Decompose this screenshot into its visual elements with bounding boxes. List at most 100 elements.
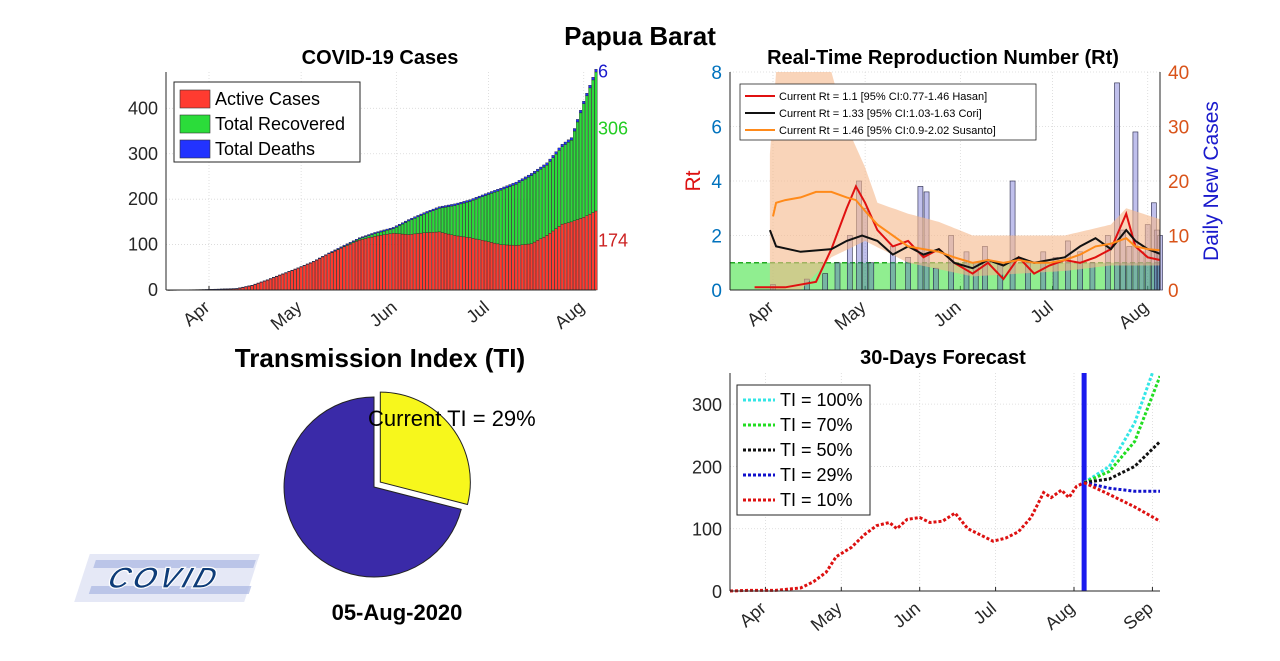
recovered-bar [483,195,487,242]
recovered-bar [517,182,521,246]
deaths-bar [468,199,472,202]
active-cases-bar [591,212,595,291]
recovered-bar [450,205,454,235]
active-cases-bar [284,272,288,291]
recovered-bar [579,112,583,219]
deaths-bar [434,207,438,210]
deaths-bar [588,85,592,89]
deaths-bar [250,284,254,286]
deaths-bar [299,266,303,268]
recovered-bar [530,175,533,244]
deaths-bar [391,227,395,229]
deaths-bar [585,93,589,97]
logo-text: COVID [104,561,225,595]
recovered-bar [554,153,558,229]
recovered-bar [388,229,392,234]
rt-x-tick-label: Jun [930,297,965,331]
deaths-bar [336,248,340,250]
cases-y-tick-label: 200 [128,189,158,209]
deaths-bar [530,173,533,176]
recovered-bar [431,210,435,233]
rt-y2-axis-label: Daily New Cases [1200,101,1223,261]
forecast-legend-label: TI = 50% [780,440,853,460]
forecast-x-tick-label: Jun [889,598,924,632]
active-cases-bar [434,231,438,291]
cases-y-tick-label: 0 [148,280,158,300]
active-cases-bar [394,233,398,291]
active-cases-bar [545,235,549,291]
deaths-bar [232,288,236,290]
rt-series-line-3 [772,190,1161,264]
recovered-bar [382,230,386,235]
deaths-bar [219,288,223,290]
active-cases-bar [428,232,432,291]
deaths-bar [425,211,429,214]
recovered-bar [370,234,374,238]
recovered-bar [385,230,389,235]
cases-legend-label: Total Deaths [215,139,315,159]
active-cases-bar [471,238,475,291]
deaths-bar [275,275,279,277]
active-cases-bar [548,233,552,291]
active-cases-bar [247,285,251,291]
forecast-scenario-line-3 [1083,440,1160,485]
active-cases-bar [573,220,576,291]
deaths-bar [222,288,226,290]
recovered-bar [416,216,420,234]
active-cases-bar [523,244,527,291]
ti-chart-title: Transmission Index (TI) [235,343,525,373]
recovered-bar [502,188,506,245]
active-cases-bar [287,271,291,291]
deaths-bar [327,252,331,254]
active-cases-bar [315,260,318,291]
active-cases-bar [259,282,263,291]
recovered-bar [367,235,371,239]
daily-new-cases-bar [868,262,875,291]
active-cases-bar [404,234,408,291]
page-title: Papua Barat [564,21,716,51]
cases-end-label: 306 [598,119,628,139]
deaths-bar [416,215,420,218]
rt-y2-tick-label: 30 [1168,118,1189,139]
active-cases-bar [437,231,441,291]
deaths-bar [388,228,392,230]
deaths-bar [483,193,487,196]
rt-legend-label: Current Rt = 1.46 [95% CI:0.9-2.02 Susan… [779,125,996,137]
deaths-bar [265,279,269,281]
active-cases-bar [422,232,426,291]
recovered-bar [480,196,484,241]
deaths-bar [382,229,386,232]
rt-chart-title: Real-Time Reproduction Number (Rt) [767,47,1119,69]
deaths-bar [361,236,365,238]
deaths-bar [287,271,291,273]
forecast-x-tick-label: Sep [1119,598,1156,634]
recovered-bar [499,189,503,245]
deaths-bar [272,277,275,278]
recovered-bar [588,87,592,215]
recovered-bar [397,225,401,234]
deaths-bar [471,198,475,201]
deaths-bar [290,269,294,271]
forecast-legend: TI = 100% TI = 70% TI = 50% TI = 29% TI = 10… [736,384,871,516]
active-cases-bar [514,245,518,291]
deaths-bar [397,224,401,226]
deaths-bar [259,281,263,283]
active-cases-bar [382,234,386,291]
deaths-bar [560,144,564,147]
deaths-bar [225,288,229,290]
recovered-bar [459,203,463,237]
deaths-bar [428,210,432,212]
recovered-bar [551,157,555,232]
active-cases-bar [579,218,583,291]
recovered-bar [557,150,561,227]
ti-slice-remaining [283,396,462,578]
active-cases-bar [275,276,279,291]
active-cases-bar [542,236,546,291]
active-cases-bar [290,270,294,291]
deaths-bar [437,206,441,209]
active-cases-bar [308,262,312,291]
forecast-legend-label: TI = 10% [780,490,853,510]
deaths-bar [576,119,580,123]
rt-y-tick-label: 8 [711,63,722,84]
report-date: 05-Aug-2020 [332,600,463,625]
